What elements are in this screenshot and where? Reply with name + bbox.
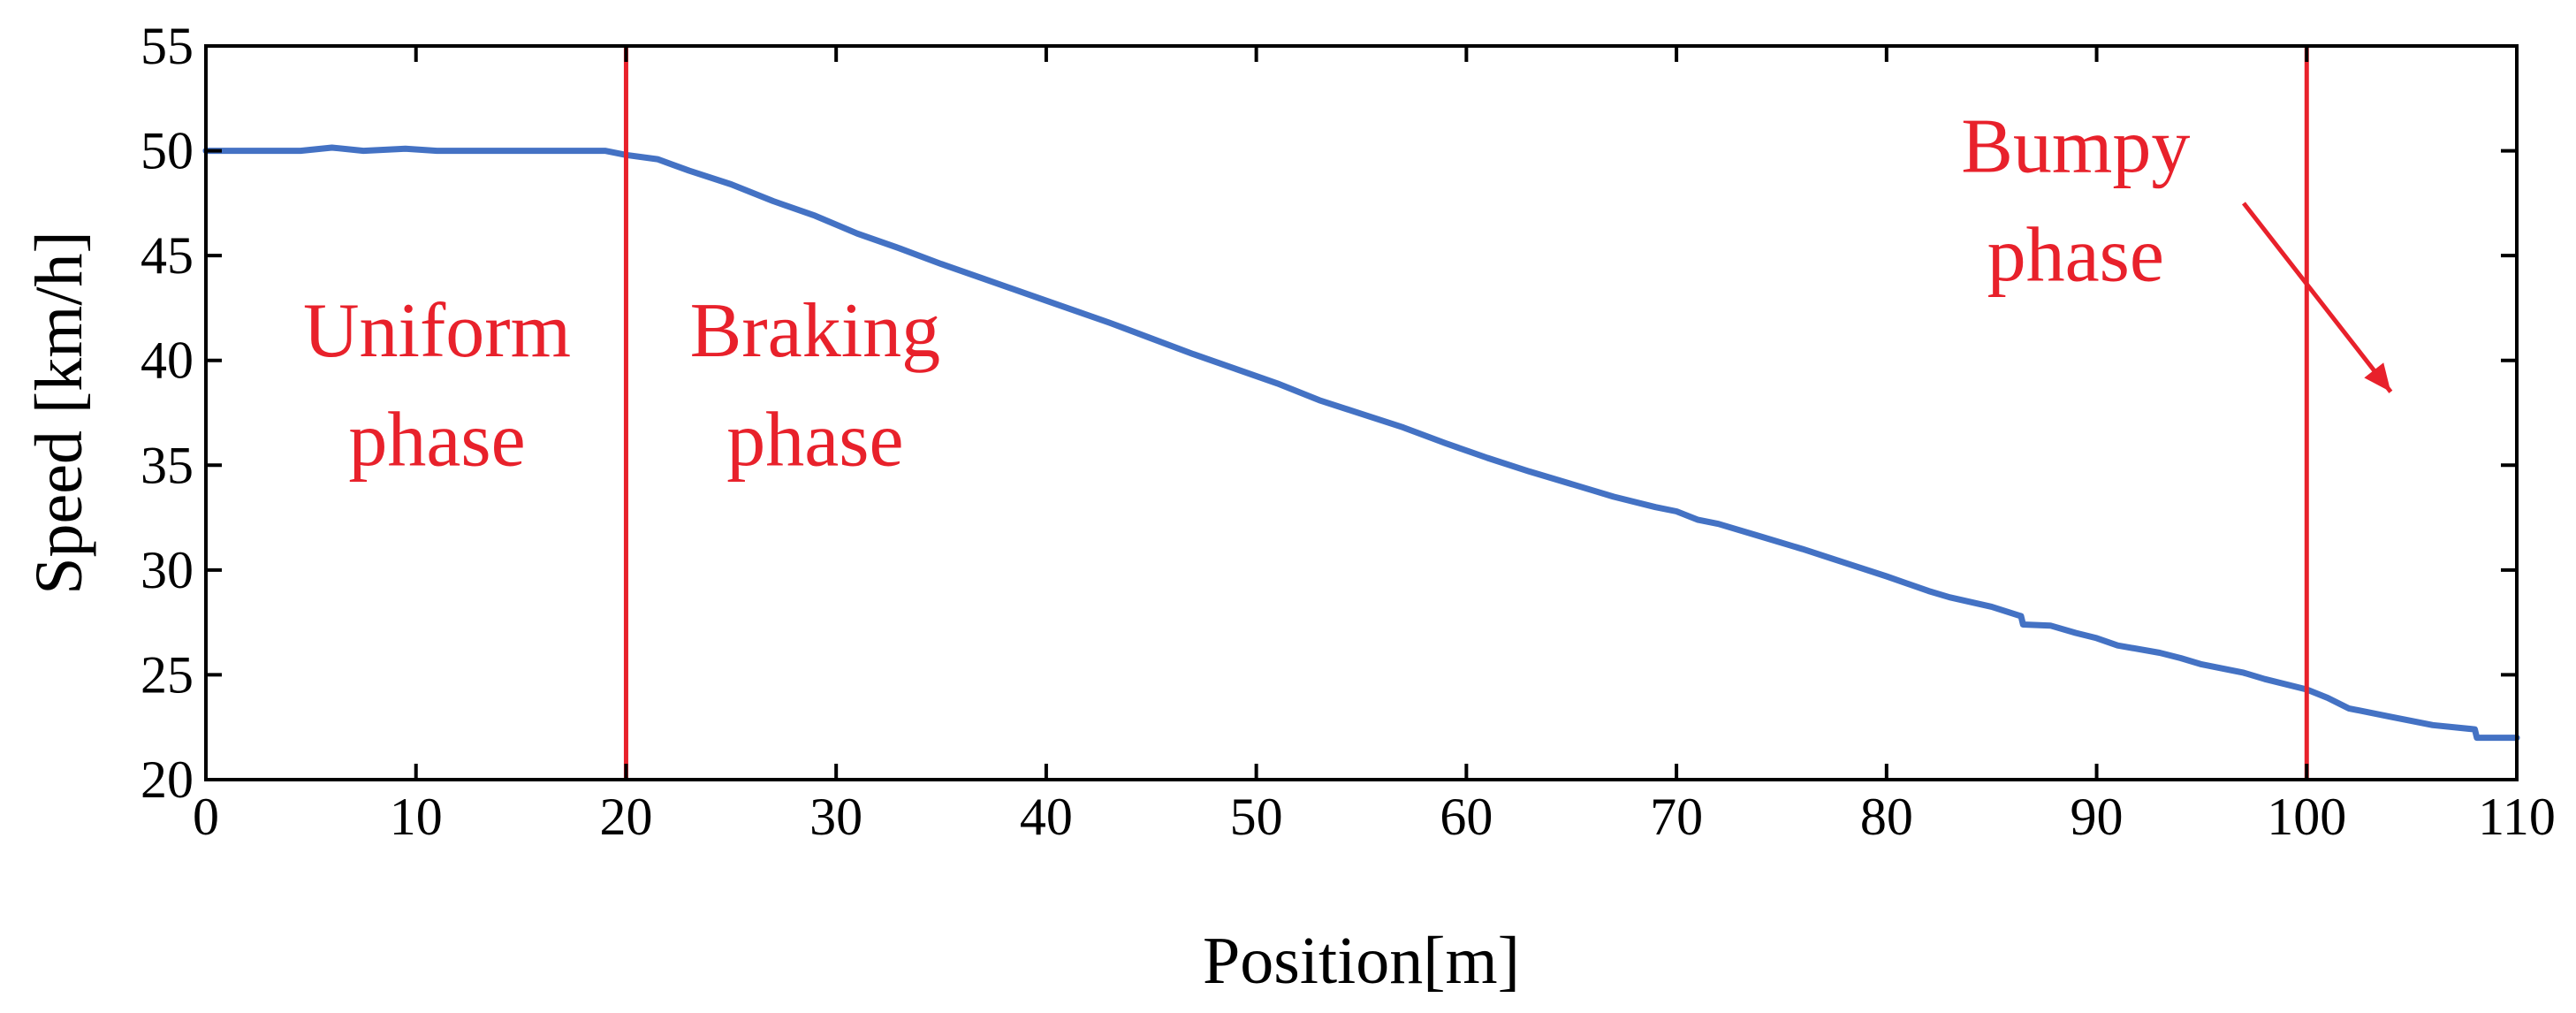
annotation-arrow-shaft — [2241, 202, 2393, 393]
y-tick-label: 55 — [141, 17, 194, 75]
plot-frame — [204, 44, 2519, 781]
y-tick-label: 35 — [141, 436, 194, 494]
speed-series-line — [202, 144, 2520, 742]
phase-annotation-text: Braking — [690, 288, 941, 374]
x-tick-label: 20 — [599, 788, 652, 846]
x-axis-label: Position[m] — [1203, 924, 1520, 998]
phase-annotation-text: Bumpy — [1961, 103, 2190, 189]
y-tick-label: 40 — [141, 331, 194, 390]
x-tick-label: 70 — [1650, 788, 1703, 846]
x-tick-label: 0 — [193, 788, 219, 846]
x-tick-label: 10 — [390, 788, 443, 846]
x-tick-label: 80 — [1860, 788, 1913, 846]
y-tick-label: 30 — [141, 541, 194, 599]
phase-annotation-text: phase — [726, 397, 903, 483]
ticks-layer: 0 10 20 30 40 50 60 70 80 90 100 110 20 25 30 35 40 45 50 5… — [141, 17, 2556, 846]
y-tick-label: 45 — [141, 226, 194, 285]
x-tick-label: 60 — [1440, 788, 1493, 846]
phase-annotation-text: phase — [348, 397, 525, 483]
x-tick-label: 90 — [2071, 788, 2124, 846]
series-layer — [202, 144, 2520, 742]
x-tick-label: 50 — [1230, 788, 1283, 846]
phase-annotation-text: Uniform — [303, 288, 571, 374]
annotations-layer: Uniform phase Braking phase Bumpy phase — [303, 46, 2393, 780]
y-tick-label: 25 — [141, 645, 194, 704]
phase-annotation-text: phase — [1987, 213, 2164, 299]
annotation-arrow-head — [2364, 362, 2391, 392]
x-tick-label: 30 — [809, 788, 862, 846]
x-tick-label: 100 — [2267, 788, 2346, 846]
y-tick-label: 20 — [141, 750, 194, 809]
x-tick-label: 110 — [2478, 788, 2556, 846]
x-tick-label: 40 — [1020, 788, 1073, 846]
y-axis-label: Speed [km/h] — [22, 231, 96, 595]
y-tick-label: 50 — [141, 122, 194, 180]
